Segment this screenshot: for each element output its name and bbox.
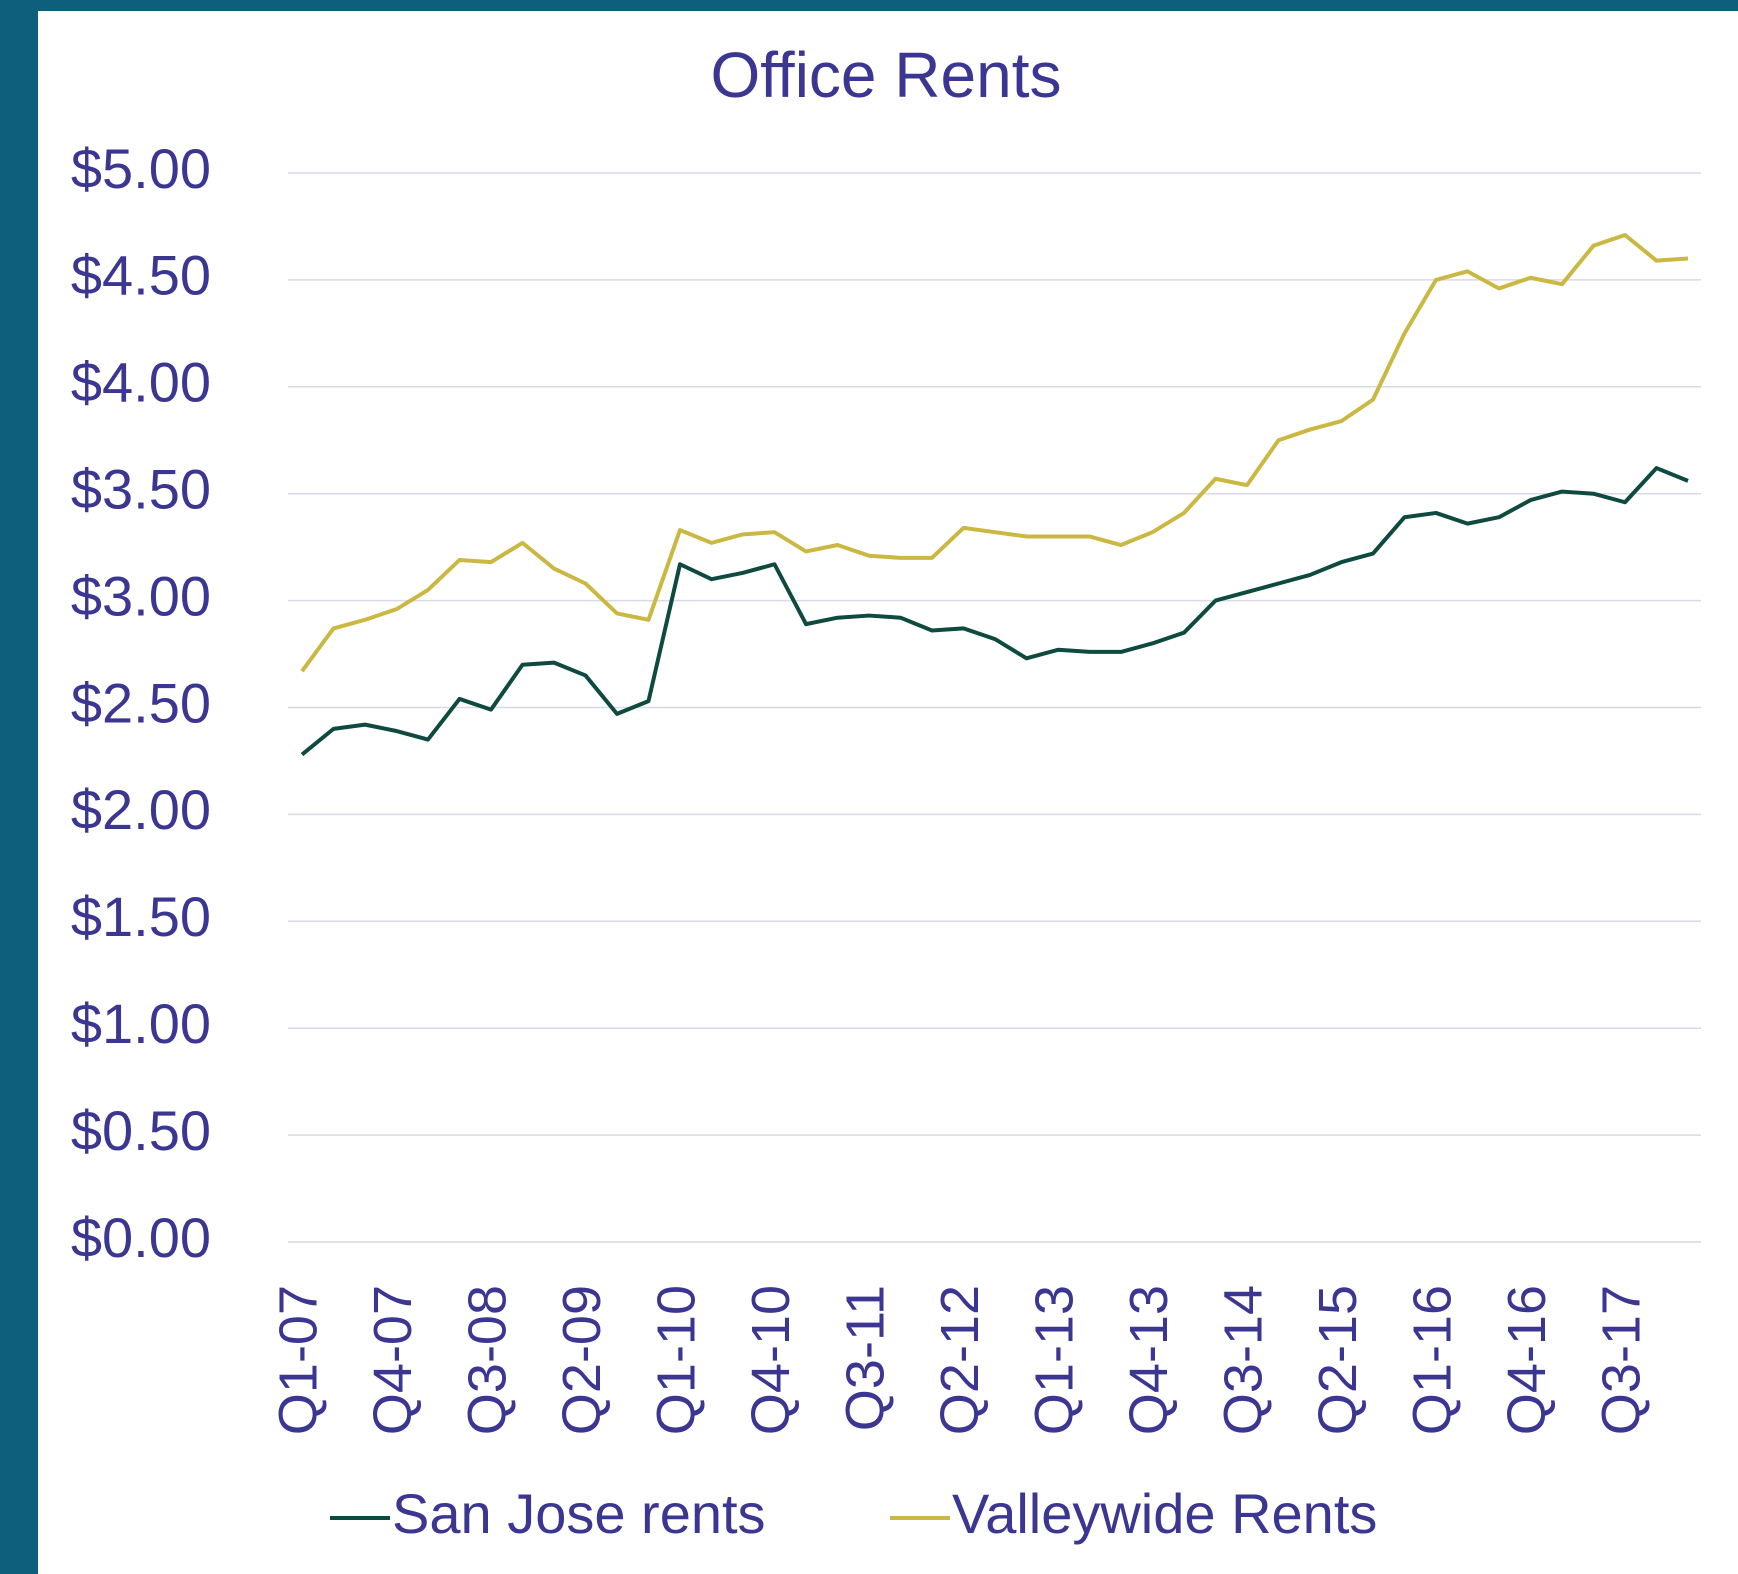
x-tick-label: Q2-15 bbox=[1308, 1285, 1368, 1435]
x-tick-label: Q1-07 bbox=[268, 1285, 328, 1435]
x-tick-label: Q2-09 bbox=[552, 1285, 612, 1435]
y-tick-label: $2.00 bbox=[71, 778, 211, 841]
y-tick-label: $2.50 bbox=[71, 671, 211, 734]
x-tick-label: Q1-16 bbox=[1402, 1285, 1462, 1435]
y-tick-label: $3.50 bbox=[71, 457, 211, 520]
y-tick-label: $4.50 bbox=[71, 244, 211, 307]
chart-title: Office Rents bbox=[711, 39, 1062, 111]
x-tick-label: Q3-08 bbox=[457, 1285, 517, 1435]
x-tick-label: Q3-14 bbox=[1213, 1285, 1273, 1435]
x-tick-label: Q4-16 bbox=[1497, 1285, 1557, 1435]
y-tick-label: $0.50 bbox=[71, 1099, 211, 1162]
y-tick-label: $5.00 bbox=[71, 137, 211, 200]
y-tick-label: $4.00 bbox=[71, 351, 211, 414]
x-tick-label: Q3-11 bbox=[835, 1285, 895, 1431]
y-tick-label: $0.00 bbox=[71, 1206, 211, 1269]
legend-label: Valleywide Rents bbox=[952, 1482, 1377, 1545]
x-tick-label: Q4-13 bbox=[1119, 1285, 1179, 1435]
x-tick-label: Q1-13 bbox=[1024, 1285, 1084, 1435]
y-tick-label: $1.50 bbox=[71, 885, 211, 948]
x-tick-label: Q1-10 bbox=[646, 1285, 706, 1435]
x-tick-label: Q4-10 bbox=[741, 1285, 801, 1435]
legend-label: San Jose rents bbox=[392, 1482, 766, 1545]
x-tick-label: Q3-17 bbox=[1591, 1285, 1651, 1435]
line-series bbox=[300, 233, 1689, 673]
y-tick-label: $1.00 bbox=[71, 992, 211, 1055]
x-tick-label: Q4-07 bbox=[363, 1285, 423, 1435]
y-tick-label: $3.00 bbox=[71, 564, 211, 627]
x-tick-label: Q2-12 bbox=[930, 1285, 990, 1435]
line-series bbox=[300, 466, 1689, 757]
panel bbox=[38, 11, 1738, 1574]
